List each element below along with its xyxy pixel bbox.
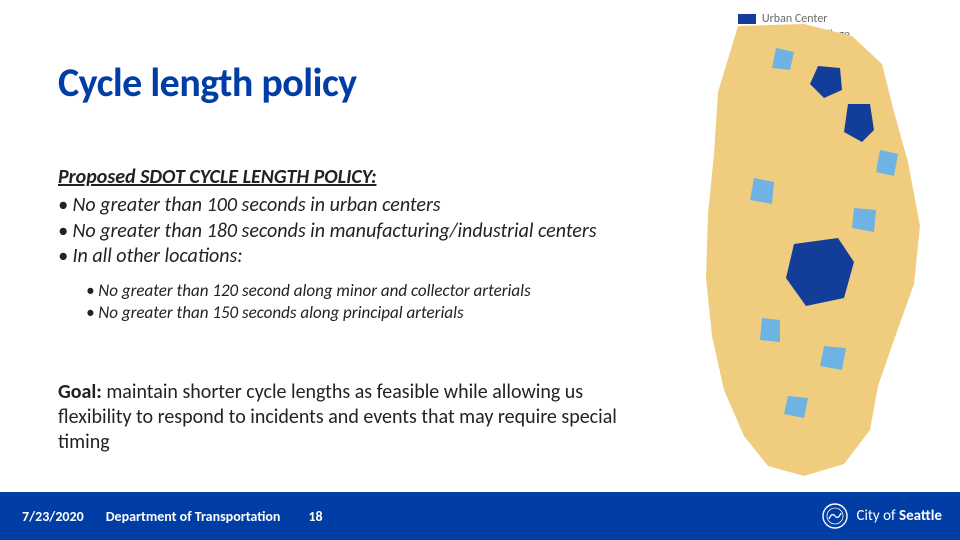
logo-text: City of Seattle [856, 507, 942, 525]
map-svg [674, 18, 954, 488]
goal-text: maintain shorter cycle lengths as feasib… [58, 380, 617, 454]
map-hub-village-region [852, 208, 876, 232]
goal-label: Goal: [58, 380, 102, 404]
map-hub-village-region [750, 178, 774, 204]
map-hub-village-region [784, 396, 808, 418]
map-hub-village-region [820, 346, 846, 370]
policy-subhead: Proposed SDOT CYCLE LENGTH POLICY: [58, 165, 638, 189]
bullet-item: • No greater than 120 second along minor… [86, 280, 638, 302]
seattle-seal-icon [822, 503, 848, 529]
bullet-list-main: • No greater than 100 seconds in urban c… [58, 193, 638, 270]
footer-date: 7/23/2020 [22, 508, 84, 525]
bullet-item: • No greater than 100 seconds in urban c… [58, 193, 638, 219]
bullet-item: • No greater than 150 seconds along prin… [86, 302, 638, 324]
map-hub-village-region [760, 318, 780, 342]
city-of-seattle-logo: City of Seattle [822, 503, 942, 529]
bullet-item: • In all other locations: [58, 244, 638, 270]
body-content: Proposed SDOT CYCLE LENGTH POLICY: • No … [58, 165, 638, 324]
footer-page-number: 18 [308, 508, 322, 525]
seattle-map [674, 18, 954, 488]
goal-paragraph: Goal: maintain shorter cycle lengths as … [58, 380, 648, 455]
slide-title: Cycle length policy [58, 58, 357, 107]
slide: Cycle length policy Proposed SDOT CYCLE … [0, 0, 960, 540]
footer-bar: 7/23/2020 Department of Transportation 1… [0, 492, 960, 540]
bullet-item: • No greater than 180 seconds in manufac… [58, 219, 638, 245]
bullet-list-sub: • No greater than 120 second along minor… [86, 280, 638, 324]
footer-department: Department of Transportation [106, 508, 281, 525]
map-hub-village-region [876, 150, 898, 176]
